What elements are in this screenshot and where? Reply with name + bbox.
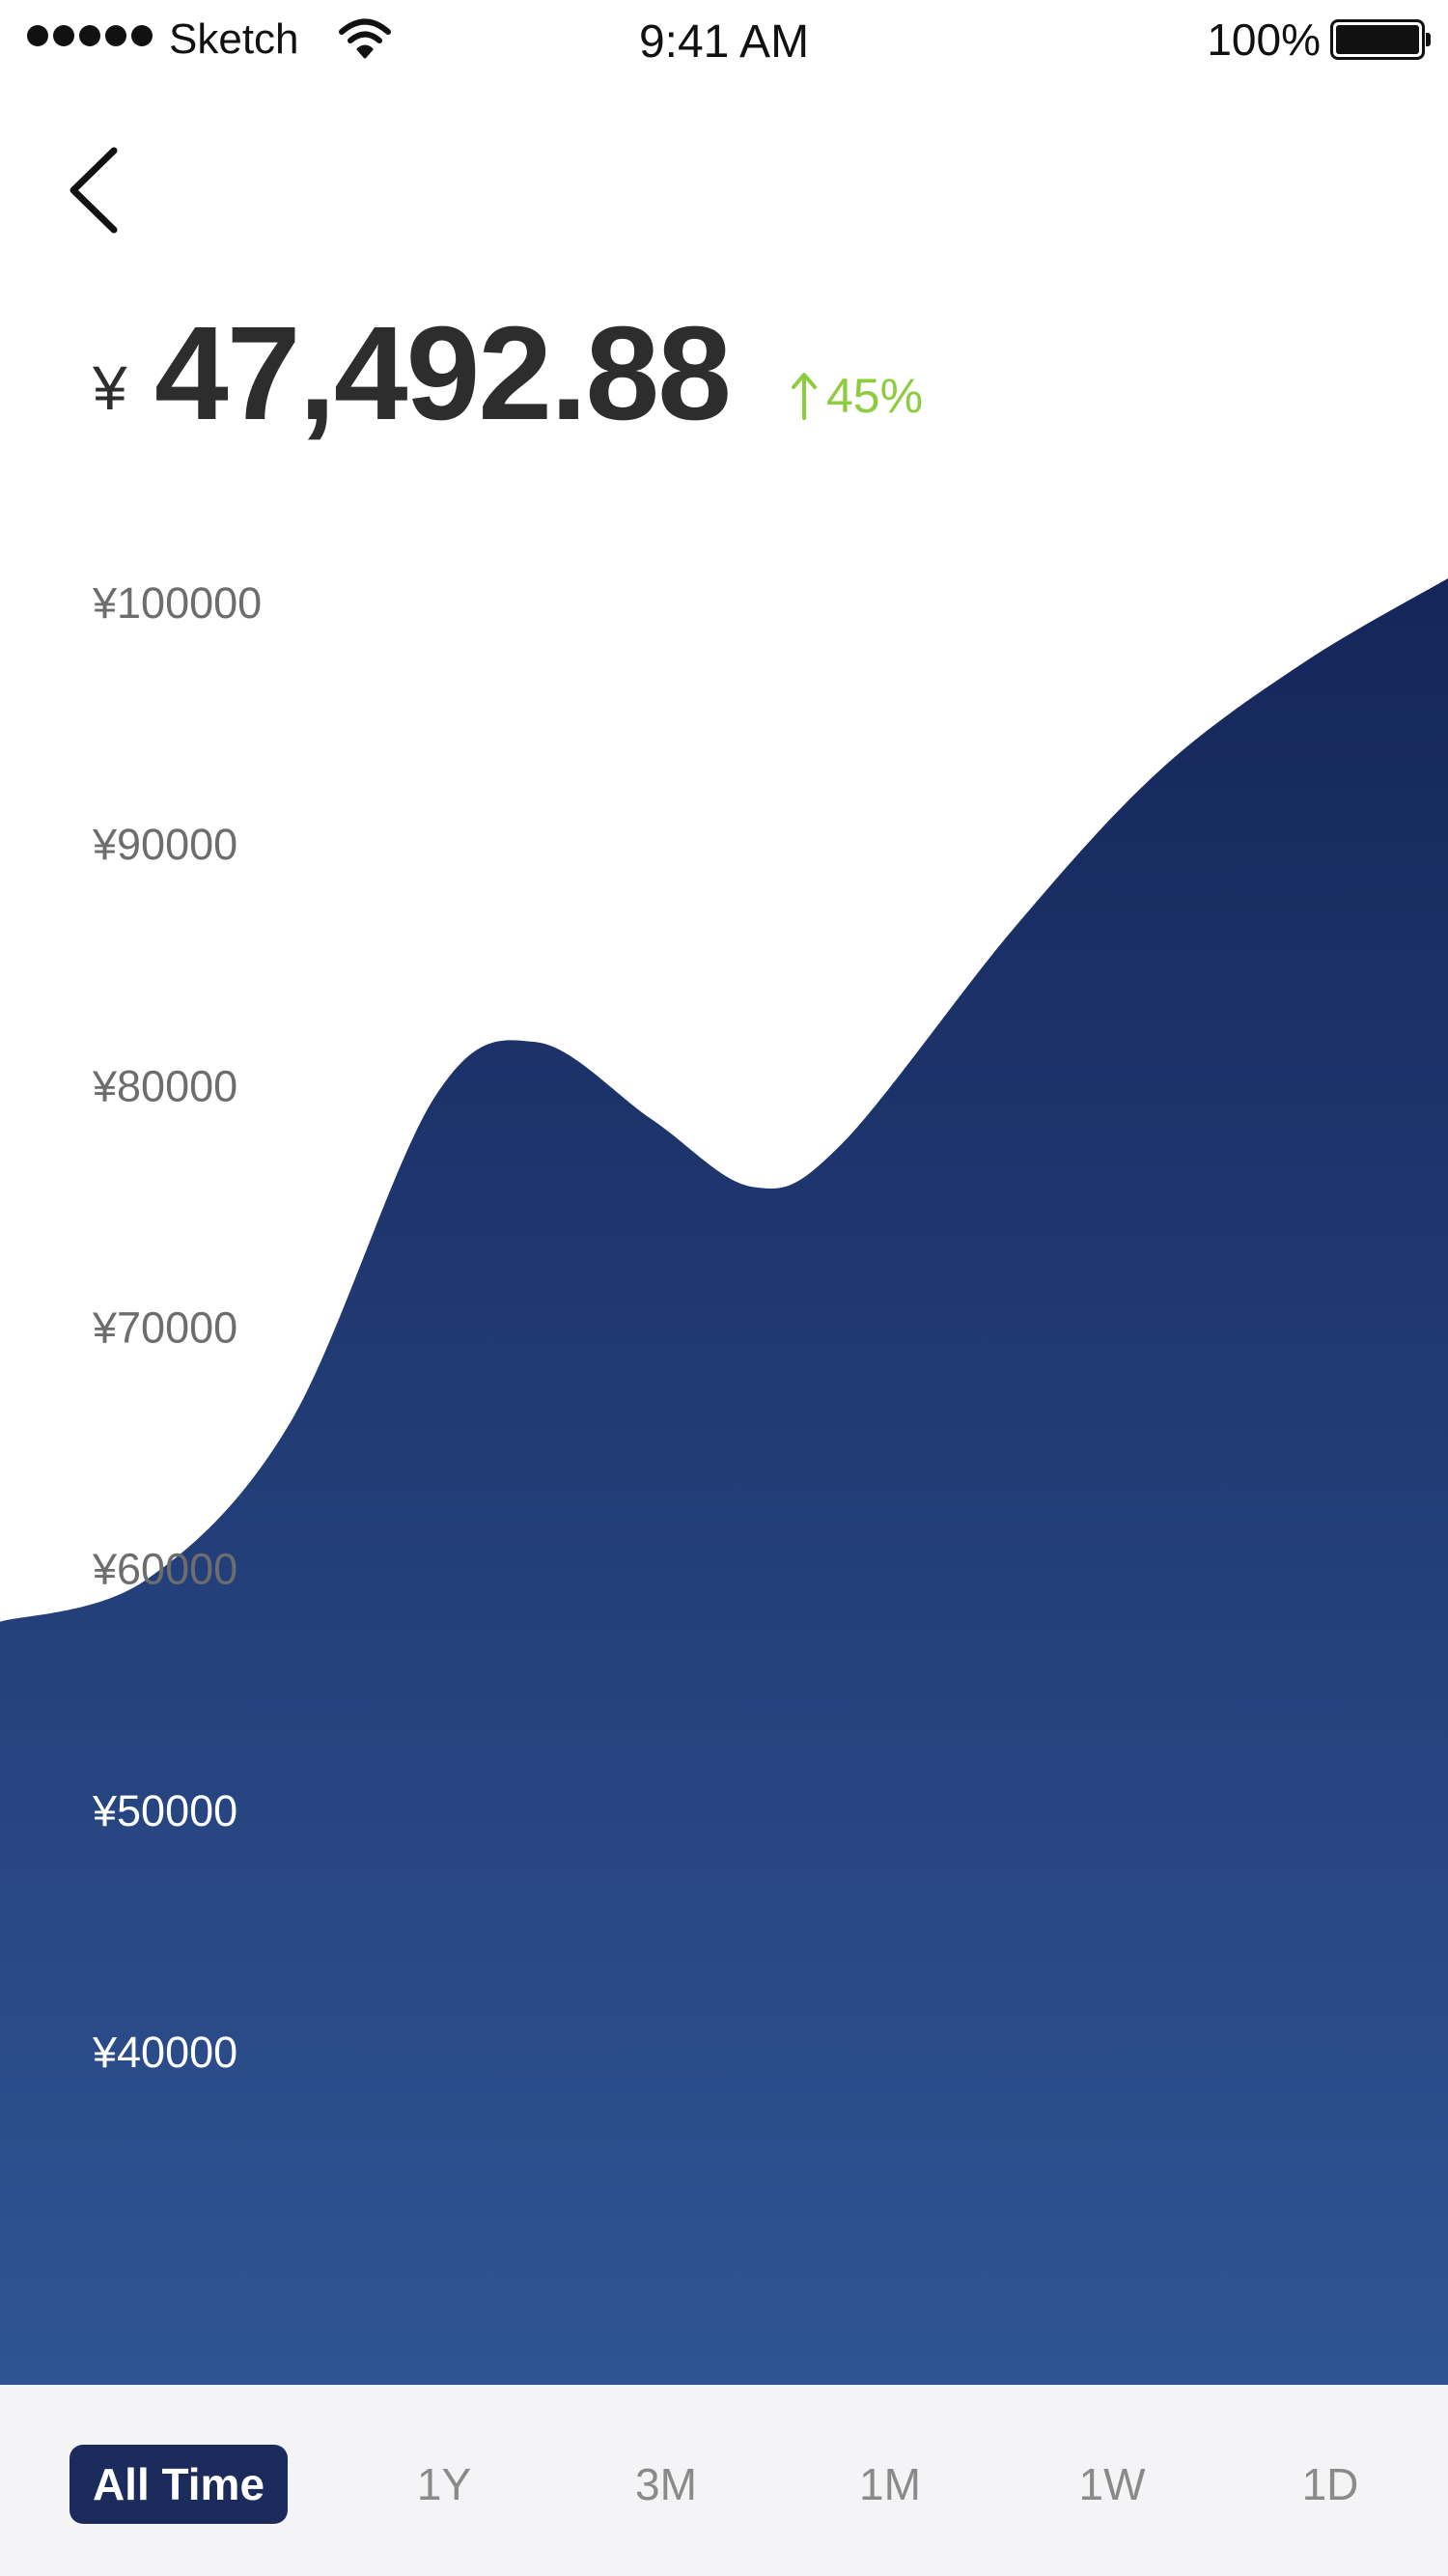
tab-1d[interactable]: 1D (1301, 2459, 1359, 2509)
wifi-icon (339, 18, 391, 59)
y-axis-tick-label: ¥90000 (92, 820, 237, 869)
series-area (0, 578, 1448, 2385)
tab-all-time[interactable]: All Time (70, 2445, 288, 2524)
time-range-selector: All Time 1Y 3M 1M 1W 1D (0, 2385, 1448, 2576)
carrier-name: Sketch (169, 15, 299, 63)
status-time: 9:41 AM (638, 16, 810, 68)
battery-icon (1330, 19, 1431, 60)
chevron-left-icon (70, 147, 118, 234)
currency-symbol: ¥ (93, 353, 127, 423)
arrow-up-icon (792, 373, 817, 420)
balance-amount: 47,492.88 (154, 299, 732, 448)
battery-percentage: 100% (1207, 14, 1321, 65)
tab-1w[interactable]: 1W (1078, 2459, 1146, 2509)
status-bar: Sketch 9:41 AM 100% (0, 0, 1448, 87)
y-axis-tick-label: ¥60000 (92, 1545, 237, 1594)
y-axis-tick-label: ¥50000 (92, 1786, 237, 1835)
tab-1y[interactable]: 1Y (416, 2459, 472, 2509)
change-percentage: 45% (826, 369, 924, 423)
y-axis-tick-label: ¥80000 (92, 1061, 237, 1110)
tab-1m[interactable]: 1M (859, 2459, 921, 2509)
tab-3m[interactable]: 3M (635, 2459, 697, 2509)
back-button[interactable] (48, 137, 135, 243)
y-axis-tick-label: ¥70000 (92, 1302, 237, 1352)
change-indicator: 45% (790, 367, 923, 425)
y-axis-tick-label: ¥40000 (92, 2028, 237, 2077)
cellular-signal-icon (27, 25, 153, 48)
y-axis-tick-label: ¥100000 (92, 578, 262, 628)
